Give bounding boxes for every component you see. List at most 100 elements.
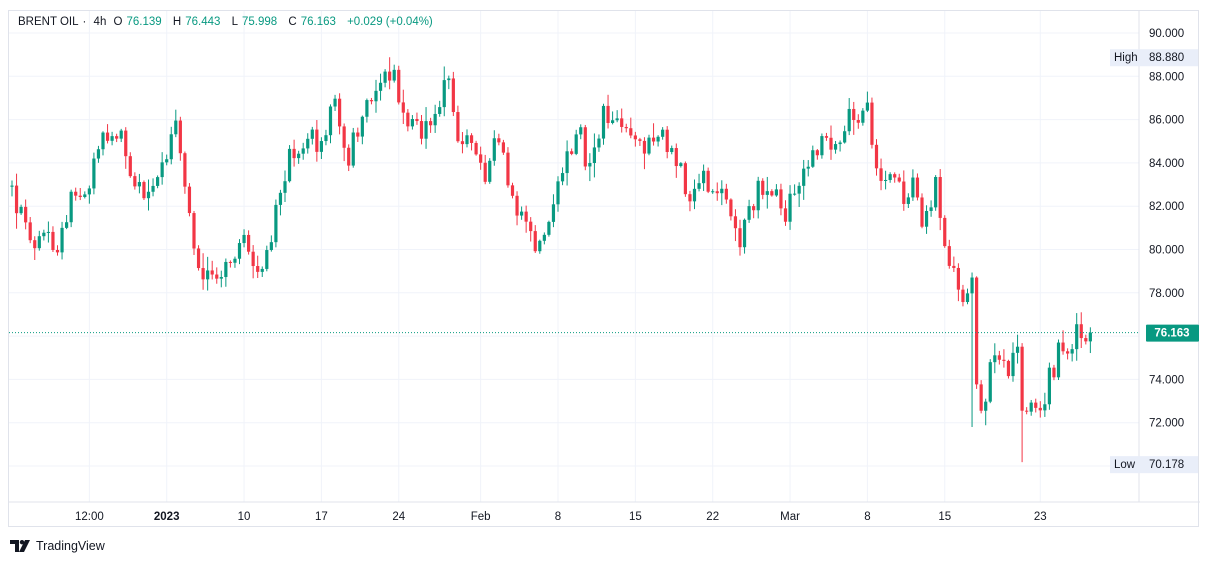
time-tick-label: 15	[629, 511, 642, 523]
candle-body	[865, 102, 869, 111]
low-marker-value: 70.178	[1149, 459, 1184, 471]
candle-body	[524, 211, 528, 222]
candle-body	[438, 107, 442, 114]
candle-body	[392, 69, 396, 81]
candle-body	[1061, 342, 1065, 352]
candle-body	[1025, 410, 1029, 412]
candle-body	[419, 121, 424, 139]
candle-body	[574, 134, 578, 154]
watermark-text: TradingView	[36, 539, 105, 553]
candle-body	[770, 191, 774, 196]
candle-body	[33, 240, 37, 249]
candle-body	[774, 189, 778, 196]
candle-body	[1043, 404, 1047, 411]
candle-body	[215, 274, 219, 279]
candle-body	[556, 181, 560, 205]
candle-body	[151, 185, 155, 192]
change-value: +0.029 (+0.04%)	[347, 16, 433, 28]
candle-body	[178, 120, 182, 154]
candle-body	[906, 197, 910, 204]
candle-body	[570, 151, 574, 154]
candle-body	[583, 127, 587, 167]
candle-body	[697, 183, 701, 189]
candle-body	[206, 270, 210, 280]
low-marker-label: Low	[1114, 459, 1136, 471]
candle-body	[469, 135, 474, 143]
time-tick-label: 12:00	[75, 511, 104, 523]
candle-body	[460, 141, 465, 145]
time-tick-label: Mar	[780, 511, 800, 523]
candle-body	[338, 98, 342, 127]
candle-body	[442, 80, 446, 108]
candle-body	[247, 234, 251, 252]
candle-body	[1020, 346, 1024, 411]
candle-body	[688, 194, 692, 202]
candle-body	[520, 211, 524, 216]
time-tick-label: 8	[555, 511, 561, 523]
candle-body	[60, 227, 64, 253]
candle-body	[929, 207, 933, 211]
candle-body	[274, 204, 278, 243]
time-tick-label: 17	[315, 511, 328, 523]
candle-body	[397, 69, 401, 103]
price-tick-label: 80.000	[1149, 245, 1184, 257]
candlestick-chart[interactable]: 90.000 88.000 86.000 84.000 82.000 80.000 78.0…	[9, 11, 1200, 528]
candle-body	[28, 222, 32, 241]
candle-body	[401, 102, 405, 113]
candle-body	[879, 168, 883, 181]
candle-body	[183, 153, 187, 187]
candle-body	[829, 137, 833, 150]
candle-body	[115, 136, 119, 139]
candle-body	[629, 128, 633, 136]
candle-body	[1088, 332, 1092, 342]
candle-body	[14, 185, 19, 214]
candle-body	[538, 240, 542, 252]
candle-body	[824, 136, 829, 138]
candle-body	[146, 191, 151, 199]
candle-body	[547, 221, 551, 235]
symbol-name[interactable]: BRENT OIL	[18, 16, 79, 28]
candle-body	[601, 105, 606, 139]
candle-body	[324, 135, 328, 142]
candle-body	[219, 277, 223, 279]
candle-body	[406, 112, 410, 127]
open-value: 76.139	[126, 16, 162, 28]
price-tick-label: 82.000	[1149, 201, 1184, 213]
candle-body	[1006, 360, 1011, 377]
candle-body	[342, 126, 346, 148]
candle-body	[702, 170, 706, 184]
candle-body	[137, 182, 141, 187]
candle-body	[374, 90, 378, 102]
candle-body	[706, 170, 710, 192]
candle-body	[838, 142, 842, 145]
candle-body	[269, 242, 273, 251]
candle-body	[287, 148, 292, 182]
tradingview-watermark[interactable]: TradingView	[10, 539, 105, 553]
candle-body	[733, 216, 738, 229]
candle-body	[1034, 402, 1038, 408]
candle-body	[1047, 367, 1051, 405]
candle-body	[388, 71, 392, 81]
candle-body	[96, 149, 101, 159]
low-value: 75.998	[242, 16, 278, 28]
interval-label[interactable]: 4h	[93, 16, 107, 28]
candle-body	[984, 401, 988, 411]
candle-body	[124, 130, 128, 157]
candle-body	[920, 197, 924, 227]
candle-body	[310, 129, 314, 139]
candle-body	[888, 174, 892, 180]
candle-body	[847, 108, 851, 132]
candle-body	[797, 185, 801, 194]
time-tick-label: 15	[938, 511, 951, 523]
candle-body	[752, 206, 756, 211]
time-tick-label: 23	[1034, 511, 1047, 523]
candle-body	[160, 162, 164, 178]
candle-body	[465, 135, 469, 145]
price-tick-label: 88.000	[1149, 71, 1184, 83]
candle-body	[451, 78, 455, 113]
candle-body	[642, 140, 647, 154]
candle-body	[292, 148, 296, 159]
candle-body	[988, 362, 992, 402]
candle-body	[742, 219, 747, 248]
candle-body	[1011, 352, 1015, 377]
